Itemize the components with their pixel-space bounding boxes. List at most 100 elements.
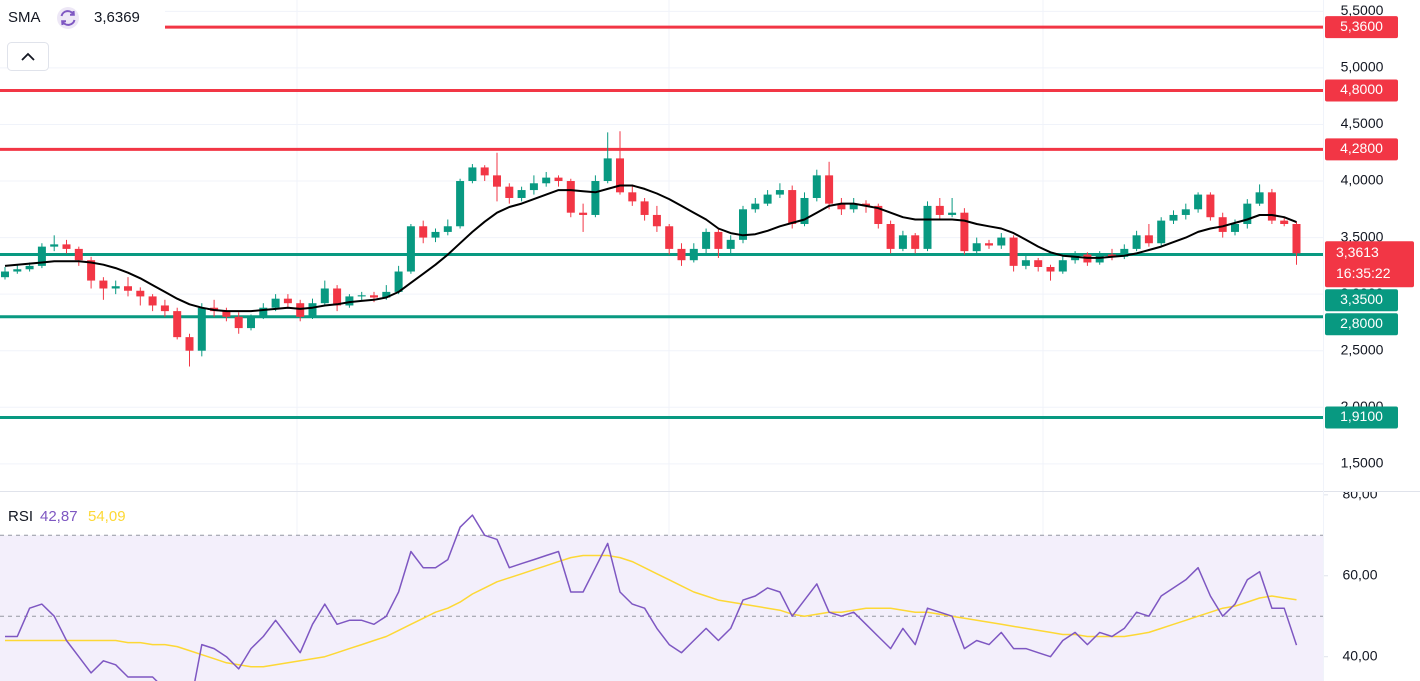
rsi-legend-value: 42,87 (40, 508, 78, 525)
candle-body (1046, 266, 1055, 272)
candle-body (652, 214, 661, 227)
candle-body (739, 209, 747, 240)
candle-body (677, 248, 686, 261)
sma-legend: SMA 3,6369 (0, 4, 165, 30)
candle-body (788, 190, 797, 225)
candle-body (173, 311, 182, 338)
candle-body (320, 288, 329, 304)
candle-body (87, 260, 96, 281)
candle-body (1218, 217, 1227, 232)
candle-body (382, 291, 391, 298)
sma-line (4, 184, 1297, 313)
candle-body (763, 194, 772, 204)
candle-body (456, 181, 465, 227)
candle-body (616, 158, 624, 193)
candle-body (714, 231, 723, 249)
y-tick-label: 60,00 (1342, 566, 1377, 582)
candle-body (62, 244, 71, 249)
candle-body (1255, 192, 1264, 204)
rsi-legend: RSI 42,87 54,09 (8, 508, 126, 525)
candle-body (985, 243, 993, 246)
candle-body (1231, 224, 1239, 232)
candle-body (443, 226, 452, 232)
candle-body (1169, 214, 1178, 221)
candle-body (874, 205, 883, 225)
rsi-plot (5, 514, 1298, 681)
candle-body (1144, 235, 1153, 244)
candle-body (1009, 237, 1018, 266)
y-tick-label: 4,5000 (1341, 115, 1384, 131)
candle-body (960, 212, 969, 252)
candle-body (493, 175, 501, 187)
collapse-button[interactable] (7, 42, 49, 71)
candle-body (603, 158, 612, 182)
candle-body (308, 303, 317, 317)
candle-body (124, 286, 132, 291)
level-label: 4,8000 (1340, 81, 1383, 97)
y-tick-label: 2,5000 (1341, 341, 1384, 357)
level-label: 4,2800 (1340, 140, 1383, 156)
y-tick-label: 5,0000 (1341, 59, 1384, 75)
refresh-icon-arrows (60, 10, 76, 26)
candle-body (702, 231, 711, 249)
candle-body (1267, 192, 1276, 221)
candle-body (775, 190, 784, 195)
level-badge (1325, 313, 1398, 336)
collapse-button-frame[interactable] (7, 42, 49, 71)
candle-body (935, 205, 944, 215)
candle-body (111, 286, 120, 289)
candle-body (579, 212, 588, 215)
candle-body (1292, 224, 1301, 254)
candle-body (911, 235, 920, 249)
candle-body (517, 190, 526, 198)
countdown-label: 16:35:22 (1336, 265, 1391, 281)
candle-body (751, 203, 760, 210)
level-label: 1,9100 (1340, 408, 1383, 424)
candle-body (431, 231, 440, 238)
candle-body (1058, 260, 1067, 272)
candle-body (160, 305, 169, 312)
level-label: 3,3500 (1340, 291, 1383, 307)
candle-body (542, 177, 551, 184)
y-tick-label: 5,5000 (1341, 2, 1384, 18)
candle-body (74, 248, 83, 261)
candle-body (886, 224, 895, 249)
candle-body (1157, 220, 1166, 244)
candle-body (665, 226, 674, 249)
y-tick-label: 1,5000 (1341, 455, 1384, 471)
legend-name: SMA (8, 9, 41, 26)
candle-body (1280, 220, 1289, 225)
legend-background (0, 4, 165, 30)
candle-body (972, 243, 981, 252)
candle-body (136, 290, 145, 297)
candle-body (370, 295, 378, 298)
candle-body (234, 316, 243, 329)
candle-body (800, 197, 809, 225)
candle-body (99, 280, 108, 289)
level-badge (1325, 289, 1398, 312)
candle-body (948, 212, 957, 215)
candle-body (480, 167, 489, 176)
candle-body (283, 298, 292, 304)
price-badges: 3,3613 16:35:22 5,3600 4,8000 4,2800 3,3500 2,… (1325, 16, 1414, 429)
candle-body (898, 235, 907, 249)
candle-body (333, 288, 342, 306)
candle-body (1108, 254, 1116, 257)
candle-body (997, 237, 1006, 246)
level-badge (1325, 138, 1398, 161)
rsi-background (0, 534, 1323, 681)
candle-body (923, 205, 932, 249)
y-tick-label: 40,00 (1342, 647, 1377, 663)
candle-body (628, 192, 637, 202)
candle-body (862, 203, 870, 206)
candle-body (1120, 248, 1129, 257)
candle-body (357, 295, 366, 297)
candle-body (591, 181, 600, 215)
candle-body (505, 186, 514, 198)
candle-body (726, 239, 735, 249)
rsi-axis: 80,00 60,00 40,00 (1324, 492, 1378, 663)
level-badge (1325, 16, 1398, 39)
candle-body (25, 265, 34, 270)
